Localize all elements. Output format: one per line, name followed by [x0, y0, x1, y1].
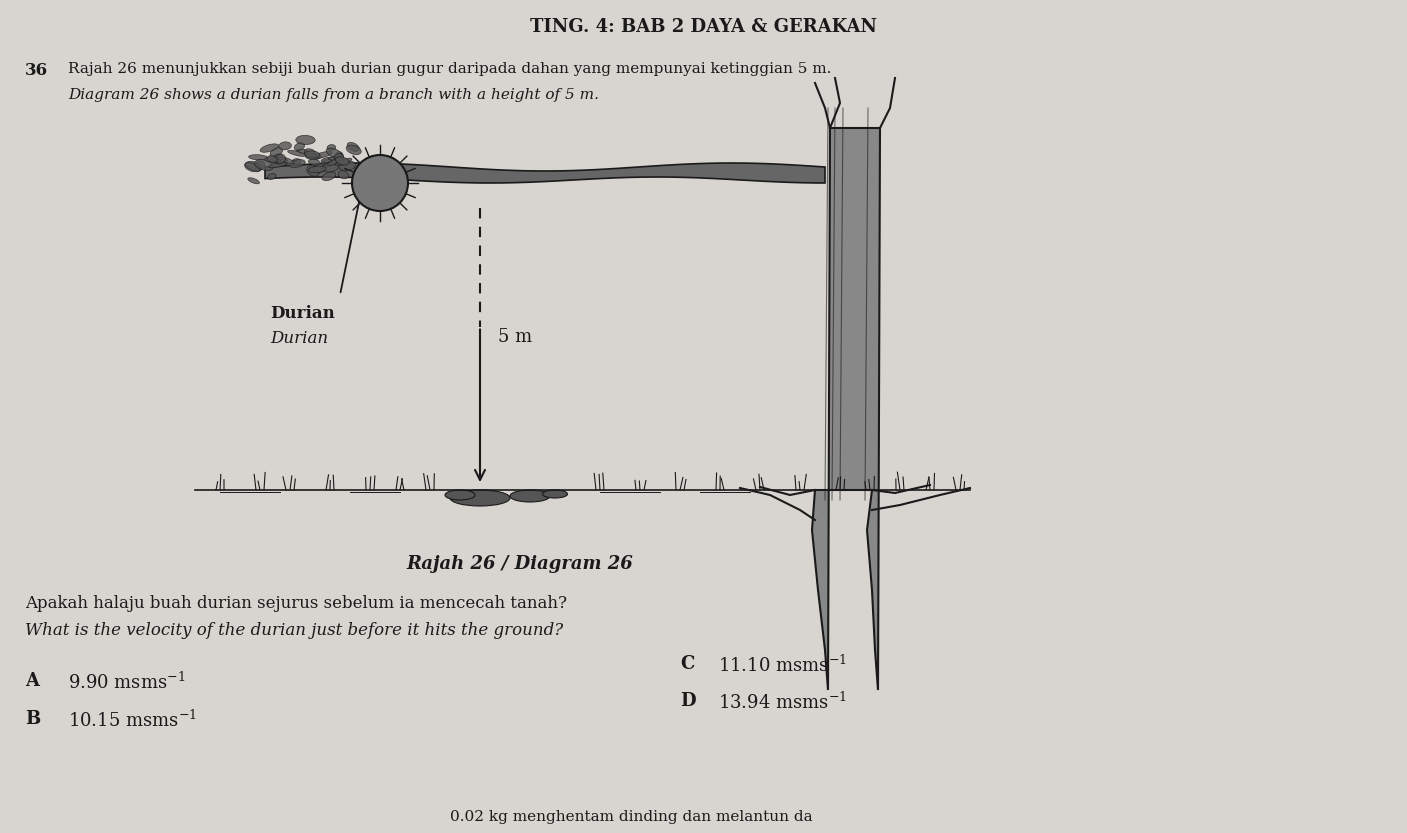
Ellipse shape [322, 159, 333, 166]
Ellipse shape [245, 162, 262, 172]
Ellipse shape [328, 158, 342, 166]
Text: Durian: Durian [270, 305, 335, 322]
Ellipse shape [248, 177, 259, 184]
Ellipse shape [304, 151, 319, 158]
Ellipse shape [245, 162, 260, 171]
Ellipse shape [335, 157, 349, 165]
Text: Rajah 26 menunjukkan sebiji buah durian gugur daripada dahan yang mempunyai keti: Rajah 26 menunjukkan sebiji buah durian … [68, 62, 832, 76]
Ellipse shape [293, 158, 301, 164]
Ellipse shape [276, 158, 288, 165]
Ellipse shape [288, 160, 305, 167]
Ellipse shape [339, 161, 356, 171]
Text: 9.90 ms$\mathregular{ms^{-1}}$: 9.90 ms$\mathregular{ms^{-1}}$ [68, 672, 186, 693]
Text: 11.10 ms$\mathregular{ms^{-1}}$: 11.10 ms$\mathregular{ms^{-1}}$ [718, 655, 847, 676]
Text: 0.02 kg menghentam dinding dan melantun da: 0.02 kg menghentam dinding dan melantun … [450, 810, 813, 824]
Ellipse shape [305, 153, 321, 160]
Ellipse shape [308, 166, 326, 173]
Ellipse shape [450, 490, 509, 506]
Text: D: D [680, 692, 695, 710]
Ellipse shape [295, 136, 315, 144]
Ellipse shape [322, 162, 339, 172]
Ellipse shape [265, 157, 277, 162]
Text: Durian: Durian [270, 330, 328, 347]
Ellipse shape [288, 151, 305, 157]
Ellipse shape [346, 145, 362, 155]
Ellipse shape [335, 158, 352, 166]
Ellipse shape [326, 148, 342, 157]
Ellipse shape [267, 156, 277, 162]
Ellipse shape [294, 142, 304, 151]
Ellipse shape [270, 157, 287, 165]
Ellipse shape [326, 145, 336, 151]
Ellipse shape [321, 157, 338, 162]
Text: C: C [680, 655, 695, 673]
Ellipse shape [267, 173, 276, 180]
Text: A: A [25, 672, 39, 690]
Ellipse shape [445, 490, 476, 500]
Ellipse shape [328, 157, 345, 161]
Ellipse shape [273, 154, 283, 162]
Text: 5 m: 5 m [498, 327, 532, 346]
Ellipse shape [308, 159, 321, 166]
Ellipse shape [255, 160, 273, 171]
Ellipse shape [322, 172, 336, 181]
Circle shape [352, 155, 408, 211]
Text: Apakah halaju buah durian sejurus sebelum ia mencecah tanah?: Apakah halaju buah durian sejurus sebelu… [25, 595, 567, 612]
Ellipse shape [314, 163, 326, 172]
Ellipse shape [509, 490, 550, 502]
Ellipse shape [307, 166, 319, 177]
Text: 13.94 ms$\mathregular{ms^{-1}}$: 13.94 ms$\mathregular{ms^{-1}}$ [718, 692, 847, 713]
Ellipse shape [543, 490, 567, 498]
Ellipse shape [260, 144, 279, 152]
Ellipse shape [269, 162, 287, 167]
Text: Rajah 26 / Diagram 26: Rajah 26 / Diagram 26 [407, 555, 633, 573]
Ellipse shape [249, 155, 267, 160]
Text: B: B [25, 710, 41, 728]
Text: What is the velocity of the durian just before it hits the ground?: What is the velocity of the durian just … [25, 622, 563, 639]
Polygon shape [265, 163, 825, 183]
Text: TING. 4: BAB 2 DAYA & GERAKAN: TING. 4: BAB 2 DAYA & GERAKAN [529, 18, 877, 36]
Text: 10.15 ms$\mathregular{ms^{-1}}$: 10.15 ms$\mathregular{ms^{-1}}$ [68, 710, 197, 731]
Ellipse shape [335, 152, 343, 161]
Ellipse shape [297, 149, 310, 154]
Ellipse shape [279, 142, 291, 150]
Text: Diagram 26 shows a durian falls from a branch with a height of 5 m.: Diagram 26 shows a durian falls from a b… [68, 88, 599, 102]
Ellipse shape [335, 153, 343, 162]
Ellipse shape [255, 161, 265, 170]
Polygon shape [812, 128, 879, 690]
Ellipse shape [270, 147, 283, 157]
Ellipse shape [338, 171, 349, 179]
Text: 36: 36 [25, 62, 48, 79]
Ellipse shape [304, 149, 315, 157]
Ellipse shape [314, 152, 332, 158]
Ellipse shape [279, 157, 294, 164]
Ellipse shape [348, 142, 359, 152]
Ellipse shape [276, 154, 286, 164]
